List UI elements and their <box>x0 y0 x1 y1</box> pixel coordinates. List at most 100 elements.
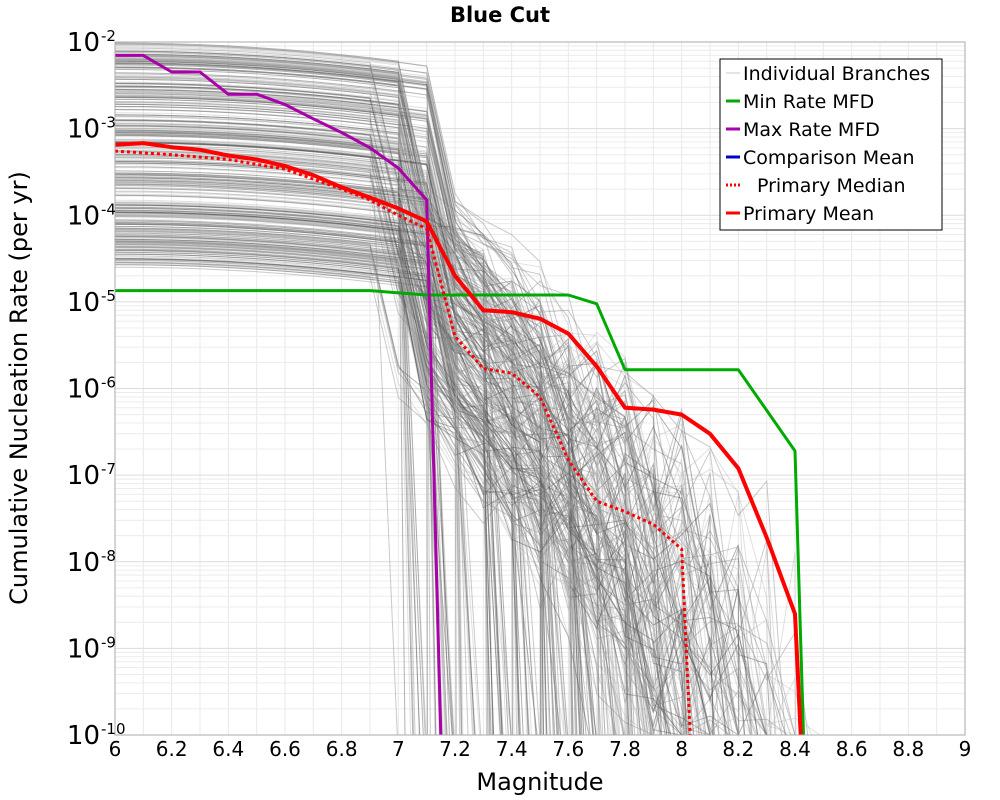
branch-line <box>114 139 773 736</box>
branch-line <box>114 259 625 736</box>
branch-line <box>114 219 771 736</box>
branch-line <box>114 142 518 736</box>
branch-line <box>114 241 462 736</box>
branch-line <box>114 179 600 736</box>
branch-line <box>114 45 519 736</box>
branch-line <box>114 164 783 736</box>
branch-line <box>114 141 758 736</box>
branch-line <box>114 225 548 736</box>
branch-line <box>114 60 437 736</box>
branch-line <box>114 114 632 736</box>
branch-line <box>114 243 757 737</box>
branch-line <box>114 77 624 736</box>
branch-line <box>114 54 701 736</box>
branch-line <box>114 240 448 736</box>
branch-line <box>114 124 550 736</box>
branch-line <box>114 230 591 736</box>
x-tick-label: 7.4 <box>496 737 528 761</box>
branch-line <box>114 59 786 736</box>
branch-line <box>114 138 762 736</box>
y-tick: 10 -8 <box>67 547 116 578</box>
x-tick-label: 8 <box>675 737 688 761</box>
y-tick: 10 -2 <box>67 27 116 58</box>
y-tick-base: 10 <box>67 28 100 58</box>
x-tick-label: 9 <box>959 737 972 761</box>
branch-line <box>114 101 665 736</box>
branch-line <box>114 66 512 736</box>
branch-line <box>114 96 504 736</box>
branch-line <box>114 140 746 736</box>
x-tick-label: 6.4 <box>212 737 244 761</box>
branch-line <box>114 75 412 736</box>
branch-line <box>114 239 574 736</box>
branch-line <box>114 59 528 736</box>
branch-line <box>114 216 630 736</box>
branch-line <box>114 246 461 736</box>
branch-line <box>114 55 682 736</box>
branch-line <box>114 50 603 736</box>
branch-line <box>114 63 758 736</box>
branch-line <box>114 42 715 736</box>
branch-line <box>114 89 583 736</box>
y-tick: 10 -9 <box>67 633 116 664</box>
branch-line <box>114 124 584 736</box>
branch-line <box>114 211 574 736</box>
branch-line <box>114 156 821 736</box>
branch-line <box>114 88 426 736</box>
series-primary-median <box>114 149 692 736</box>
series-layer <box>114 53 805 736</box>
x-tick-label: 8.4 <box>779 737 811 761</box>
branch-line <box>114 46 631 736</box>
branch-line <box>114 62 628 736</box>
branch-line <box>114 227 453 736</box>
x-tick-label: 6.6 <box>269 737 301 761</box>
y-tick-exponent: -8 <box>101 547 116 565</box>
legend-label: Min Rate MFD <box>743 91 874 113</box>
branch-line <box>114 185 475 736</box>
branch-line <box>114 57 487 736</box>
y-tick-base: 10 <box>67 115 100 145</box>
branch-line <box>114 174 787 737</box>
branch-line <box>114 54 464 736</box>
branch-line <box>114 47 440 736</box>
branch-line <box>114 129 639 736</box>
legend-label: Individual Branches <box>743 63 930 85</box>
branch-line <box>114 220 668 736</box>
branch-line <box>114 187 481 736</box>
branch-line <box>114 227 524 736</box>
branch-line <box>114 57 658 736</box>
branch-line <box>114 258 492 736</box>
branch-line <box>114 223 662 736</box>
y-tick: 10 -3 <box>67 114 116 145</box>
branch-line <box>114 216 620 736</box>
x-tick-label: 8.6 <box>836 737 868 761</box>
branch-line <box>114 152 551 736</box>
branch-line <box>114 62 450 736</box>
x-tick-label: 6 <box>109 737 122 761</box>
branch-line <box>114 103 670 736</box>
branch-line <box>114 54 594 736</box>
branch-line <box>114 166 421 736</box>
branch-line <box>114 93 703 736</box>
branch-line <box>114 131 652 736</box>
branch-line <box>114 98 558 736</box>
series-primary-mean <box>114 141 803 736</box>
branch-line <box>114 82 783 736</box>
branch-line <box>114 212 530 736</box>
branch-line <box>114 103 567 736</box>
branch-line <box>114 249 739 736</box>
branch-line <box>114 212 447 736</box>
branch-line <box>114 97 573 736</box>
branch-line <box>114 176 580 736</box>
branch-line <box>114 173 571 736</box>
branch-line <box>114 241 646 736</box>
branch-line <box>114 49 751 736</box>
branch-line <box>114 60 678 736</box>
branch-line <box>114 133 560 736</box>
branch-line <box>114 244 597 736</box>
branch-line <box>114 214 544 736</box>
branch-line <box>114 214 660 736</box>
branch-line <box>114 233 663 736</box>
branch-line <box>114 266 578 736</box>
branch-line <box>114 256 654 736</box>
